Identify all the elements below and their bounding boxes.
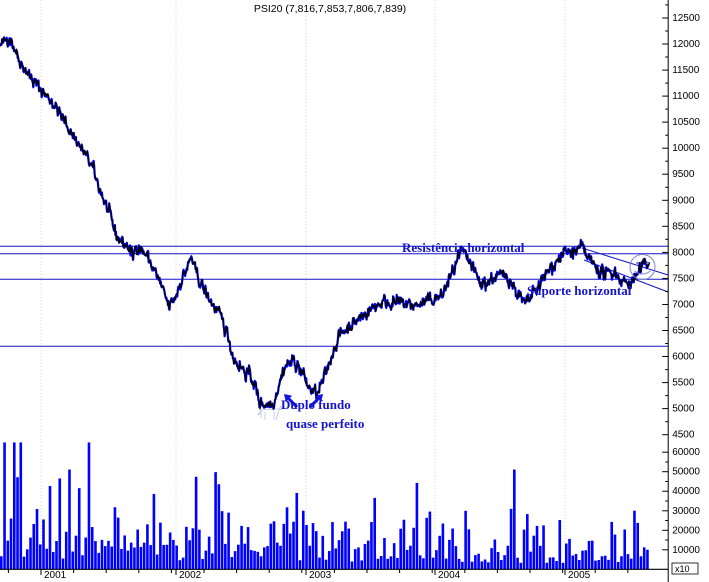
svg-text:20000: 20000 xyxy=(672,525,700,536)
svg-text:11000: 11000 xyxy=(672,91,700,102)
svg-text:11500: 11500 xyxy=(672,65,700,76)
svg-text:2005: 2005 xyxy=(568,570,591,581)
svg-text:x10: x10 xyxy=(675,564,690,574)
svg-text:9500: 9500 xyxy=(672,169,695,180)
svg-text:5500: 5500 xyxy=(672,378,695,389)
svg-text:6000: 6000 xyxy=(672,352,695,363)
svg-text:10500: 10500 xyxy=(672,117,700,128)
svg-text:12000: 12000 xyxy=(672,39,700,50)
svg-text:2003: 2003 xyxy=(309,570,332,581)
svg-text:2001: 2001 xyxy=(44,570,67,581)
svg-text:8500: 8500 xyxy=(672,221,695,232)
svg-text:9000: 9000 xyxy=(672,195,695,206)
svg-text:5000: 5000 xyxy=(672,404,695,415)
svg-text:40000: 40000 xyxy=(672,486,700,497)
svg-text:7000: 7000 xyxy=(672,300,695,311)
svg-text:12500: 12500 xyxy=(672,13,700,24)
svg-text:2002: 2002 xyxy=(179,570,202,581)
svg-text:8000: 8000 xyxy=(672,247,695,258)
svg-text:30000: 30000 xyxy=(672,506,700,517)
svg-text:7500: 7500 xyxy=(672,273,695,284)
svg-text:10000: 10000 xyxy=(672,545,700,556)
svg-text:2004: 2004 xyxy=(438,570,461,581)
svg-text:6500: 6500 xyxy=(672,326,695,337)
svg-text:60000: 60000 xyxy=(672,447,700,458)
svg-text:10000: 10000 xyxy=(672,143,700,154)
svg-text:50000: 50000 xyxy=(672,467,700,478)
svg-text:4500: 4500 xyxy=(672,430,695,441)
